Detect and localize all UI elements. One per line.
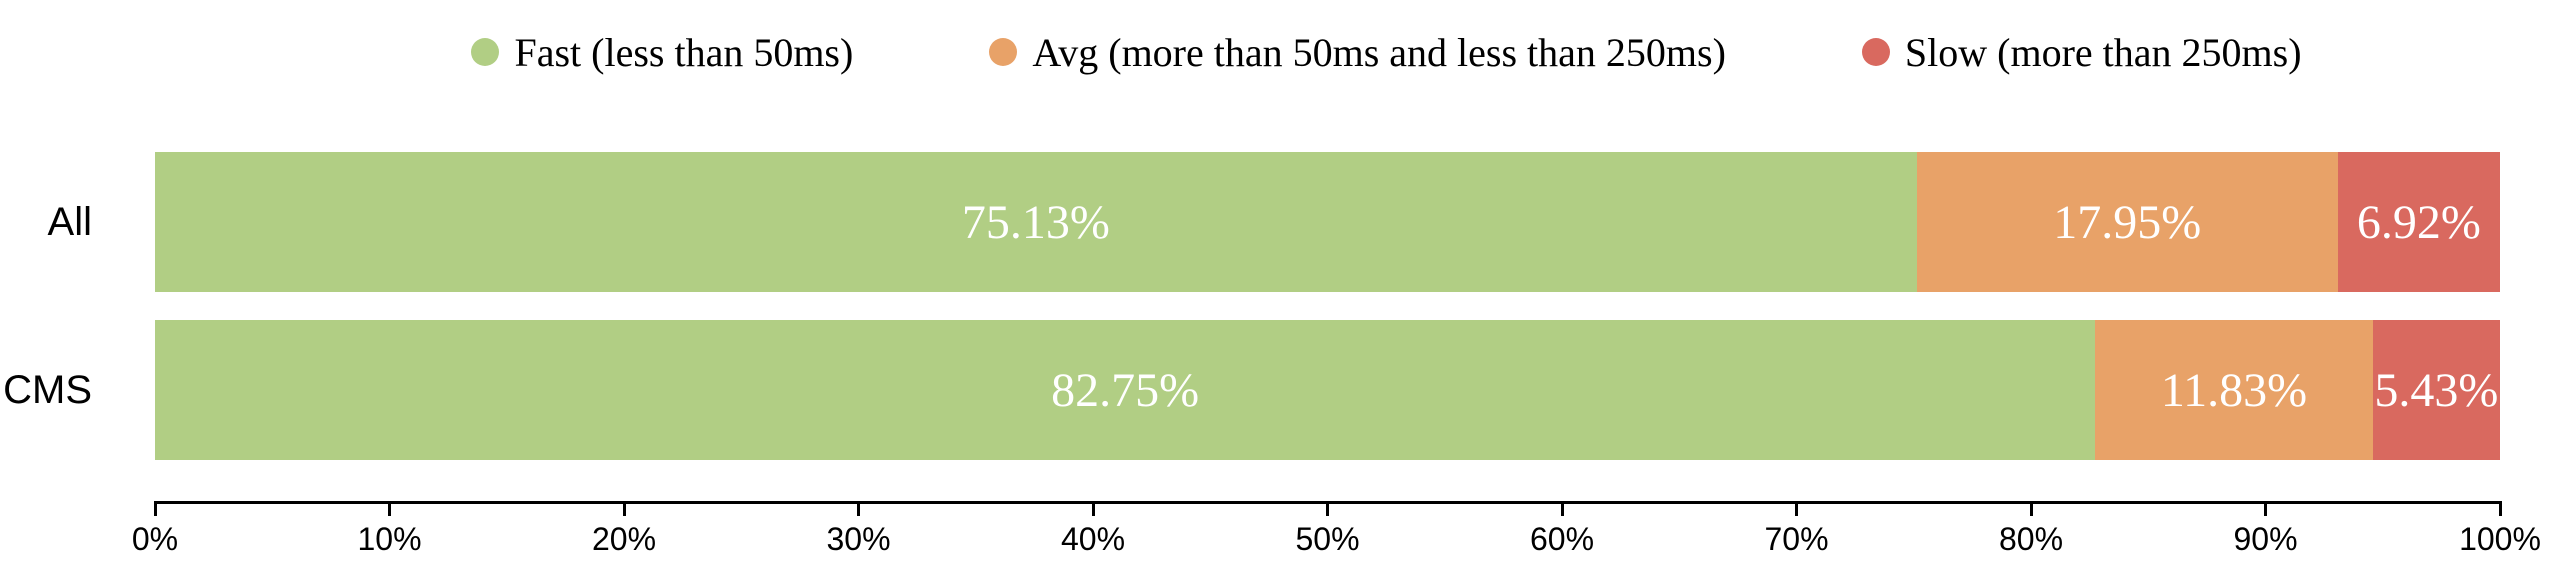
bar-segment-cms-slow-more-than-250ms[interactable]: 5.43% [2372, 320, 2500, 460]
axis-tick-label: 30% [826, 521, 891, 557]
legend-dot-icon [1861, 38, 1890, 66]
axis-tick-label: 0% [131, 521, 179, 557]
legend-dot-icon [989, 38, 1018, 66]
axis-tick [388, 501, 391, 516]
legend-label: Slow (more than 250ms) [1904, 29, 2302, 75]
axis-tick-label: 100% [2459, 521, 2541, 557]
value-label: 5.43% [2374, 363, 2499, 417]
axis-tick [1795, 501, 1798, 516]
axis-tick-label: 80% [1998, 521, 2064, 557]
legend-label: Fast (less than 50ms) [514, 29, 854, 75]
axis-tick [622, 501, 626, 516]
bar-segment-all-fast-less-than-50ms[interactable]: 75.13% [155, 152, 1917, 292]
axis-tick-label: 50% [1295, 521, 1360, 557]
axis-tick-label: 70% [1764, 521, 1829, 557]
legend-dot-icon [471, 38, 500, 66]
axis-tick-label: 40% [1060, 521, 1126, 557]
axis-tick [1560, 501, 1564, 516]
axis-tick [2264, 501, 2267, 516]
bar-row-all: 75.13% 17.95% 6.92% [155, 152, 2500, 292]
axis-tick [857, 501, 860, 516]
legend-label: Avg (more than 50ms and less than 250ms) [1032, 29, 1726, 75]
bar-segment-cms-fast-less-than-50ms[interactable]: 82.75% [155, 320, 2096, 460]
bar-row-cms: 82.75% 11.83% 5.43% [155, 320, 2500, 460]
axis-tick-label: 20% [591, 521, 657, 557]
axis-tick [1326, 501, 1329, 516]
value-label: 75.13% [961, 195, 1110, 249]
axis-tick-label: 10% [357, 521, 422, 557]
axis-tick [2498, 501, 2502, 516]
bar-segment-all-slow-more-than-250ms[interactable]: 6.92% [2337, 152, 2500, 292]
axis-tick-label: 60% [1529, 521, 1595, 557]
axis-tick [1091, 501, 1095, 516]
bar-segment-cms-avg-more-than-50ms-and-l[interactable]: 11.83% [2095, 320, 2373, 460]
category-label-all: All [47, 199, 92, 244]
category-label-cms: CMS [3, 367, 92, 412]
legend: Fast (less than 50ms) Avg (more than 50ms… [205, 26, 2568, 78]
legend-item-fast-less-than-50ms[interactable]: Fast (less than 50ms) [471, 29, 853, 76]
value-label: 11.83% [2160, 363, 2308, 417]
legend-item-slow-more-than-250ms[interactable]: Slow (more than 250ms) [1861, 29, 2302, 76]
value-label: 82.75% [1051, 363, 1200, 417]
axis-tick [153, 501, 157, 516]
axis-tick-label: 90% [2233, 521, 2298, 557]
value-label: 6.92% [2356, 195, 2481, 249]
legend-item-avg-more-than-50ms-and-l[interactable]: Avg (more than 50ms and less than 250ms) [989, 29, 1726, 76]
axis-tick [2029, 501, 2033, 516]
bar-segment-all-avg-more-than-50ms-and-l[interactable]: 17.95% [1916, 152, 2338, 292]
value-label: 17.95% [2053, 195, 2202, 249]
